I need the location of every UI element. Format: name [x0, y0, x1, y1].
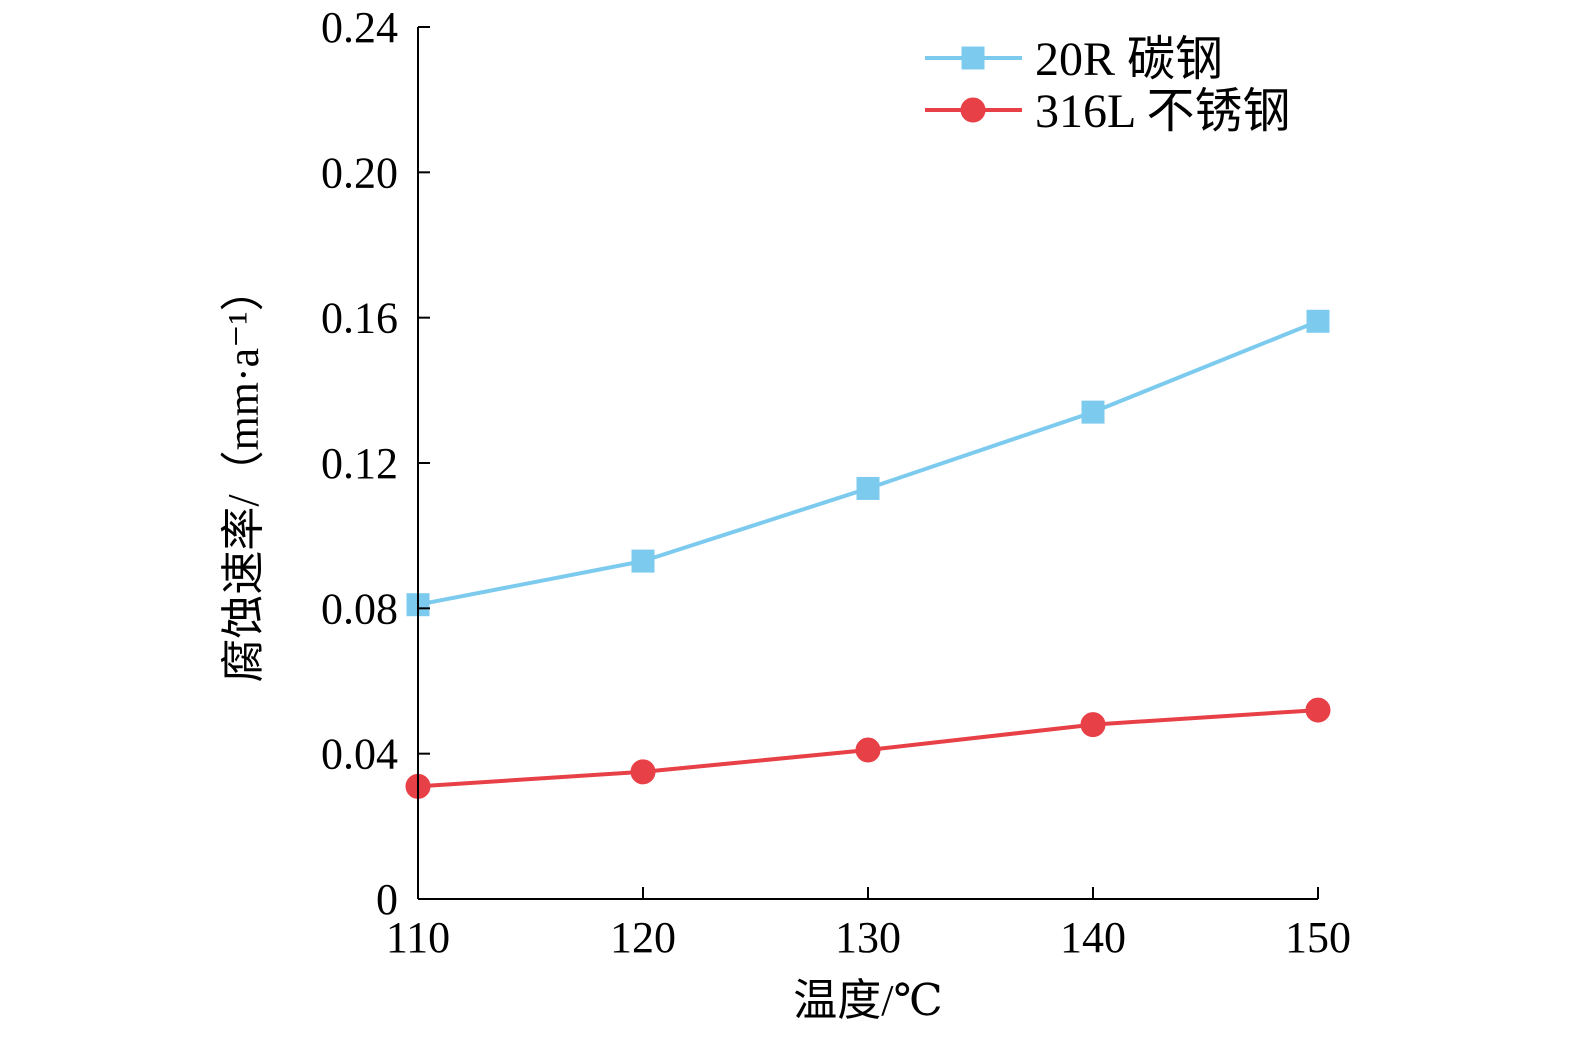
data-point-carbon-steel [1081, 400, 1105, 424]
data-point-stainless-steel [630, 759, 656, 785]
data-point-stainless-steel [1080, 712, 1106, 738]
x-axis-title: 温度/℃ [793, 976, 942, 1025]
axes [417, 27, 1318, 900]
legend-label-carbon-steel: 20R 碳钢 [1035, 33, 1223, 86]
legend-marker-carbon-steel [961, 46, 985, 70]
y-tick-label: 0 [376, 875, 398, 924]
series-line-carbon-steel [417, 319, 1319, 607]
ticks: 0 0.04 0.08 0.12 0.16 0.20 0.24 110 120 130 140 150 [321, 3, 1351, 962]
y-axis-title: 腐蚀速率/（mm·a⁻¹） [219, 267, 268, 682]
y-tick-label: 0.24 [321, 3, 398, 52]
data-point-carbon-steel [1306, 309, 1330, 333]
y-tick-label: 0.08 [321, 584, 398, 633]
data-point-stainless-steel [1305, 697, 1331, 723]
x-tick-label: 140 [1060, 913, 1126, 962]
legend-marker-stainless-steel [960, 97, 986, 123]
legend-label-stainless-steel: 316L 不锈钢 [1035, 85, 1291, 138]
x-tick-label: 150 [1285, 913, 1351, 962]
data-point-carbon-steel [631, 549, 655, 573]
x-tick-label: 120 [610, 913, 676, 962]
y-tick-label: 0.16 [321, 294, 398, 343]
x-tick-label: 130 [835, 913, 901, 962]
data-point-carbon-steel [856, 476, 880, 500]
x-tick-label: 110 [386, 913, 450, 962]
y-tick-label: 0.04 [321, 730, 398, 779]
plot-area [405, 309, 1331, 799]
y-tick-label: 0.12 [321, 439, 398, 488]
y-tick-label: 0.20 [321, 148, 398, 197]
data-point-stainless-steel [855, 737, 881, 763]
